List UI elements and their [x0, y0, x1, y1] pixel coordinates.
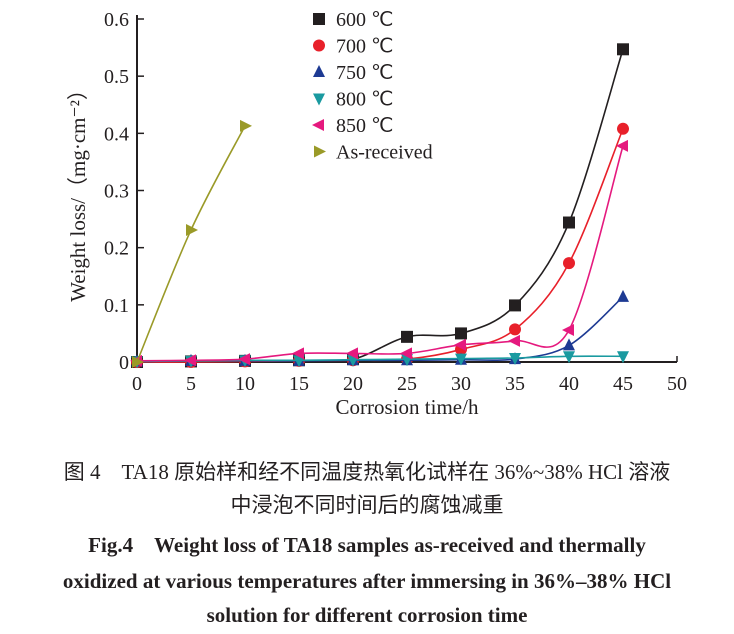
series-line-5 [136, 125, 246, 363]
legend-marker-2 [313, 65, 325, 77]
x-tick-label: 20 [343, 373, 363, 395]
legend-marker-5 [314, 145, 326, 158]
legend-label-1: 700 ℃ [336, 36, 393, 58]
data-point-0 [617, 43, 629, 56]
legend-label-2: 750 ℃ [336, 62, 393, 84]
series-line-4 [136, 145, 624, 362]
x-tick-label: 50 [667, 373, 687, 395]
data-point-5 [132, 356, 144, 368]
data-point-3 [563, 351, 575, 364]
caption-en-line3: solution for different corrosion time [206, 603, 528, 627]
legend-label-0: 600 ℃ [336, 9, 393, 31]
y-axis-label: Weight loss/（mg·cm⁻²） [66, 79, 90, 302]
data-point-5 [240, 119, 252, 132]
series-line-2 [136, 296, 624, 363]
y-tick-label: 0.1 [104, 295, 129, 317]
legend-label-5: As-received [336, 142, 433, 164]
legend-marker-3 [313, 93, 325, 106]
legend-label-4: 850 ℃ [336, 115, 393, 137]
x-tick-label: 40 [559, 373, 579, 395]
x-tick-label: 0 [132, 373, 142, 395]
x-tick-label: 10 [235, 373, 255, 395]
data-point-4 [562, 323, 574, 336]
data-point-1 [563, 257, 575, 270]
legend-marker-0 [313, 13, 325, 25]
data-point-1 [617, 122, 629, 135]
data-point-2 [563, 338, 575, 351]
legend-marker-1 [313, 39, 325, 52]
legend-marker-4 [312, 119, 324, 131]
chart: 0 5 10 15 20 25 30 35 40 45 50 0 0.1 0.2 0.3 0.4 0.5 0.6 C… [66, 9, 687, 419]
data-point-0 [563, 216, 575, 229]
data-point-1 [509, 323, 521, 336]
data-point-3 [509, 352, 521, 365]
caption-en-line2: oxidized at various temperatures after i… [62, 569, 672, 593]
caption-cn-line1: 图 4 TA18 原始样和经不同温度热氧化试样在 36%~38% HCl 溶液 [63, 460, 671, 484]
data-point-4 [292, 347, 304, 360]
data-point-0 [509, 299, 521, 312]
data-point-5 [186, 223, 198, 236]
series-line-1 [136, 128, 624, 363]
data-point-4 [508, 334, 520, 347]
x-tick-label: 45 [613, 373, 633, 395]
data-point-4 [346, 347, 358, 360]
data-point-0 [401, 330, 413, 343]
data-point-4 [238, 353, 250, 366]
y-tick-label: 0 [119, 352, 129, 374]
data-point-3 [617, 351, 629, 364]
x-tick-label: 5 [186, 373, 196, 395]
x-axis-label: Corrosion time/h [336, 395, 479, 419]
y-tick-label: 0.3 [104, 181, 129, 203]
data-point-0 [455, 327, 467, 340]
data-point-4 [184, 354, 196, 367]
data-point-4 [400, 347, 412, 360]
caption-en-line1: Fig.4 Weight loss of TA18 samples as-rec… [88, 533, 646, 557]
data-point-4 [616, 139, 628, 152]
data-point-3 [455, 353, 467, 366]
legend-label-3: 800 ℃ [336, 89, 393, 111]
y-tick-label: 0.2 [104, 238, 129, 260]
x-tick-label: 25 [397, 373, 417, 395]
y-tick-label: 0.5 [104, 66, 129, 88]
x-tick-label: 15 [289, 373, 309, 395]
caption-cn-line2: 中浸泡不同时间后的腐蚀减重 [230, 493, 504, 517]
x-tick-label: 35 [505, 373, 525, 395]
y-tick-label: 0.6 [104, 9, 129, 31]
y-tick-label: 0.4 [104, 123, 129, 145]
x-tick-label: 30 [451, 373, 471, 395]
data-point-2 [617, 289, 629, 302]
data-point-4 [454, 338, 466, 351]
